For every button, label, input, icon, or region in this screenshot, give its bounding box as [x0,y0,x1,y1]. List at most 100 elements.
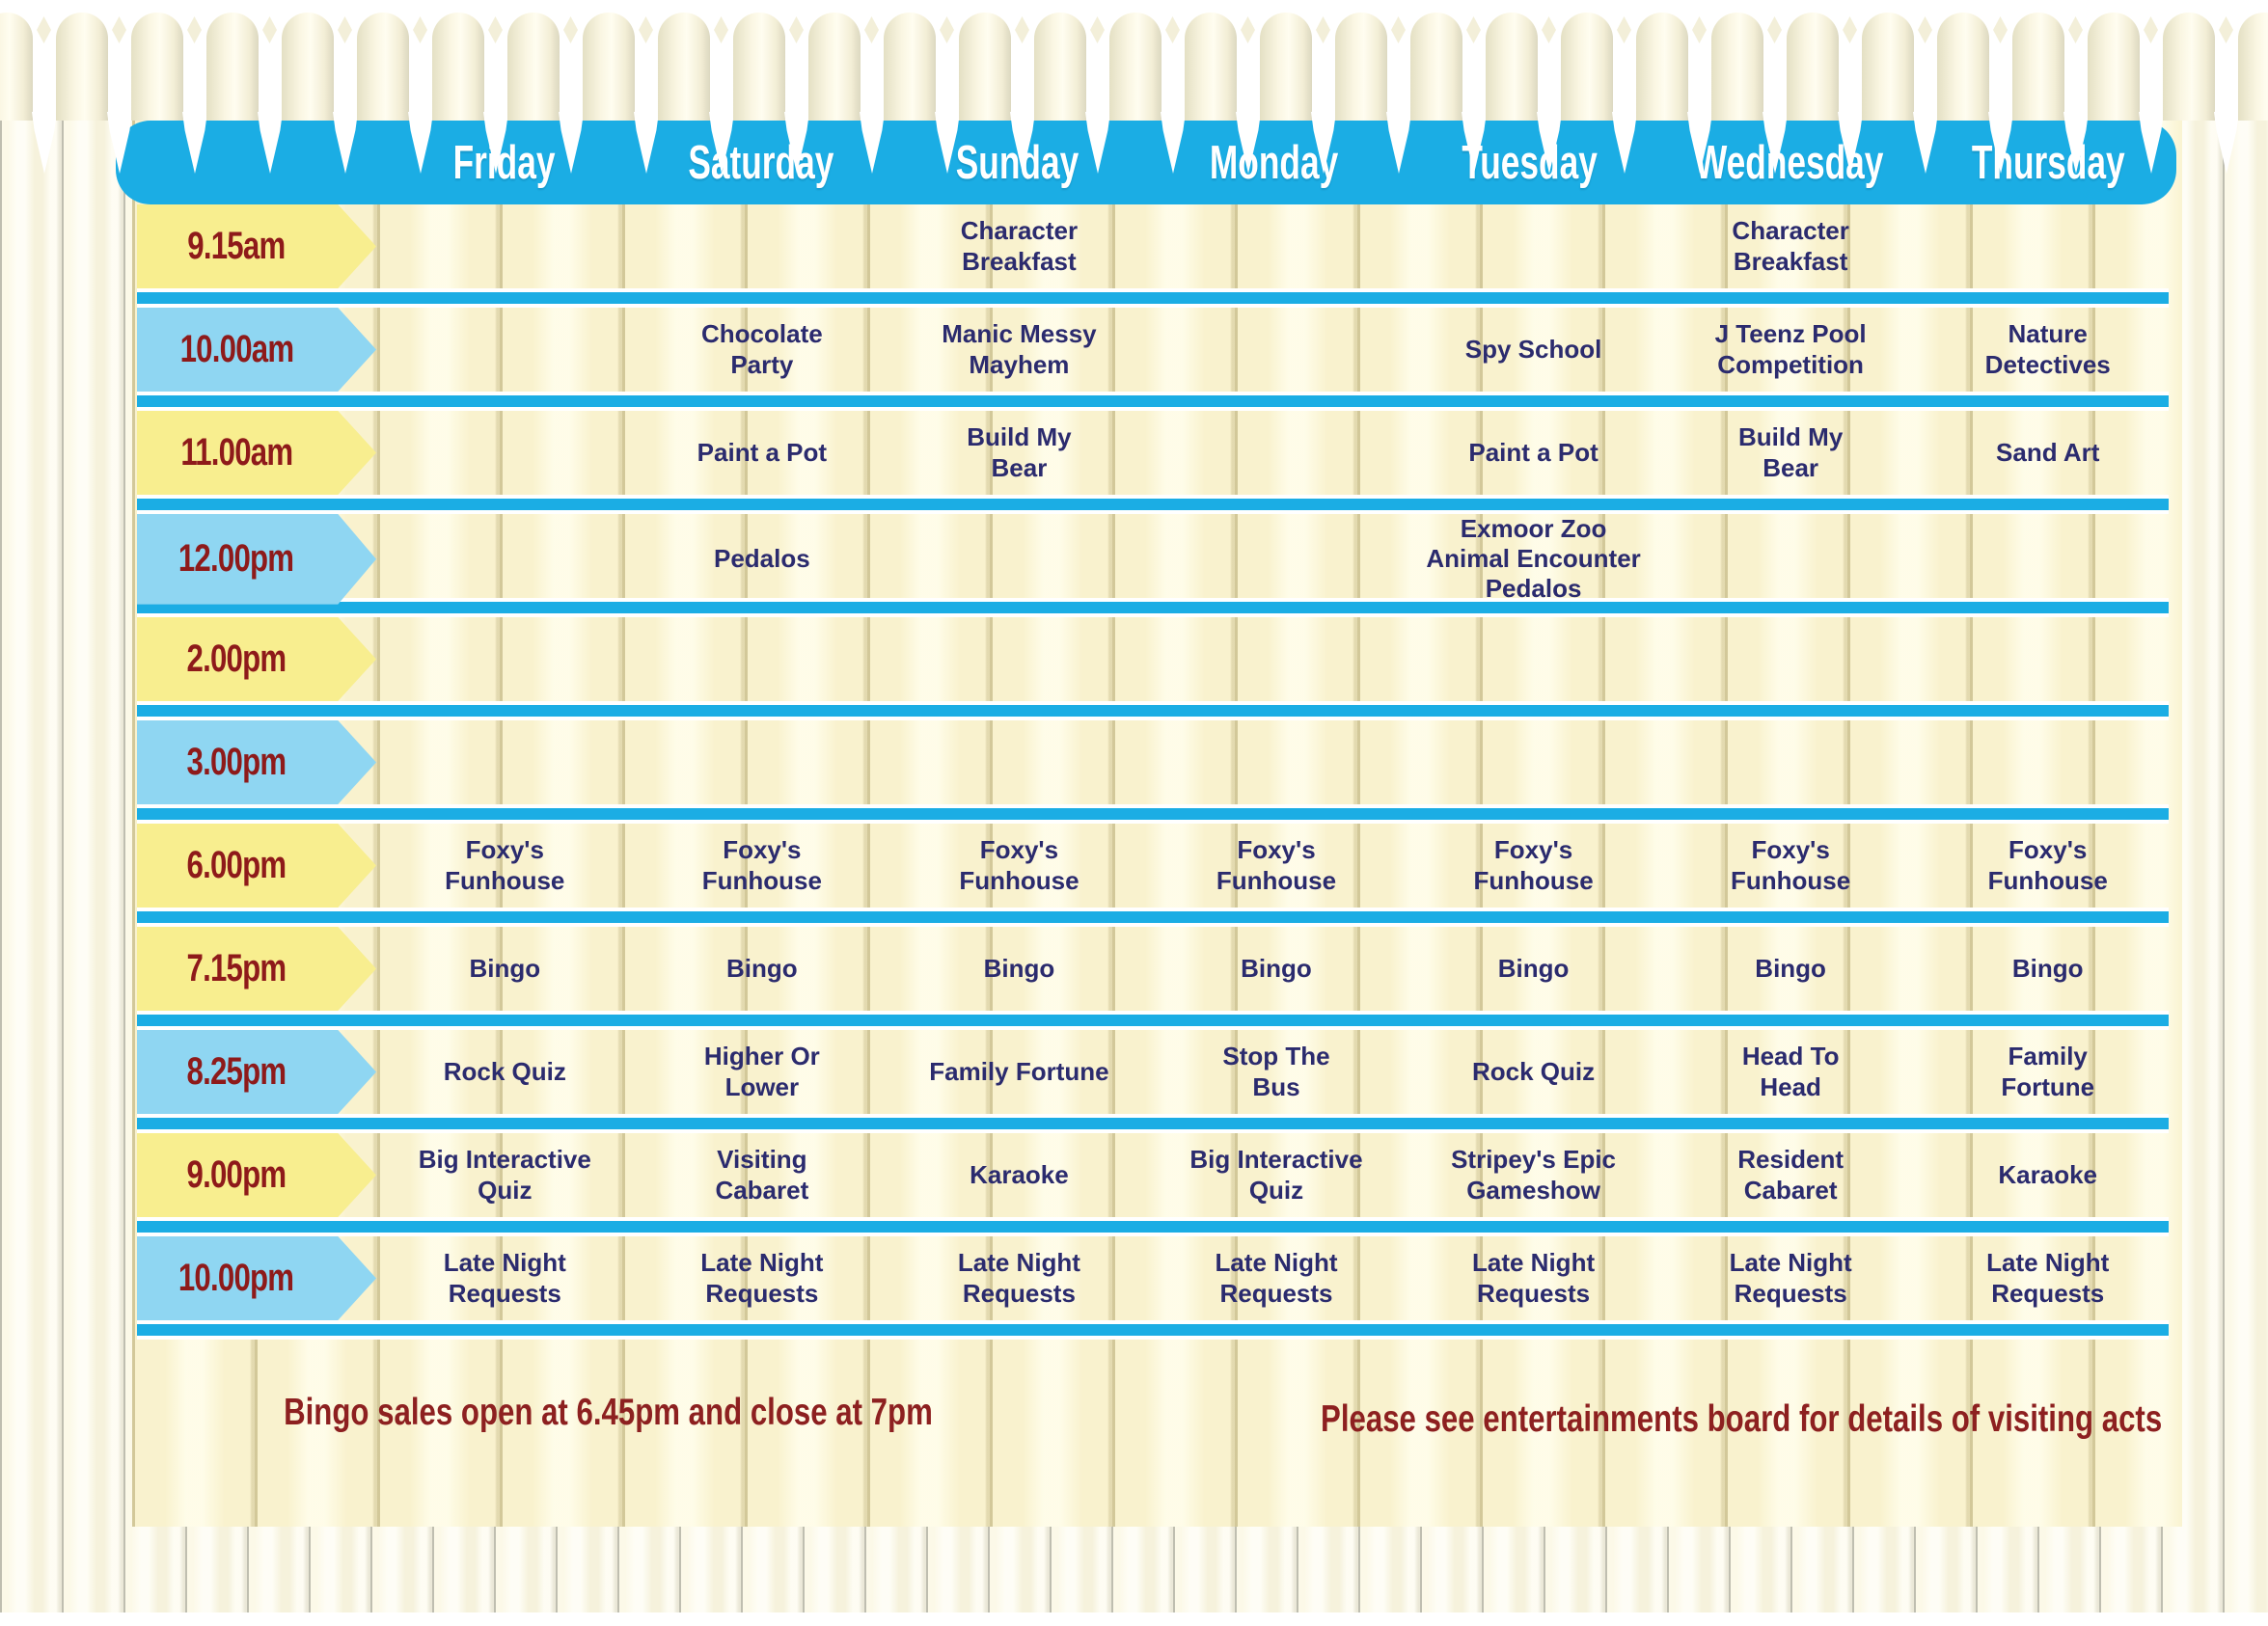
schedule-cell: Family Fortune [929,1056,1109,1086]
row-separator [137,908,2169,927]
schedule-cell: Stripey's Epic Gameshow [1451,1145,1617,1205]
row-separator [137,1320,2169,1340]
time-label-arrow: 6.00pm [137,824,376,908]
schedule-cell: Bingo [1241,953,1312,983]
time-label: 10.00am [179,328,293,370]
time-label: 8.25pm [186,1050,287,1093]
schedule-cell: Build My Bear [967,422,1072,482]
schedule-cell: Character Breakfast [960,216,1079,276]
schedule-cell: Higher Or Lower [703,1042,820,1101]
day-header-sunday: Sunday [955,136,1079,189]
row-separator [137,1114,2169,1133]
schedule-cell: Character Breakfast [1732,216,1849,276]
schedule-row: 7.15pm Bingo Bingo Bingo Bingo Bingo Bingo Bin… [116,927,2176,1011]
schedule-row: 2.00pm [116,617,2176,701]
schedule-cell: Bingo [469,953,541,983]
bingo-note: Bingo sales open at 6.45pm and close at … [203,1392,994,1434]
schedule-cell: Karaoke [1998,1159,2098,1189]
schedule-cell: Foxy's Funhouse [1987,835,2108,895]
schedule-cell: Foxy's Funhouse [1473,835,1594,895]
schedule-cell: Bingo [2011,953,2084,983]
schedule-row: 9.15am Character Breakfast Character Brea… [116,204,2176,288]
schedule-row: 9.00pm Big Interactive Quiz Visiting Caba… [116,1133,2176,1217]
row-separator [137,701,2169,720]
schedule-cell: Paint a Pot [1468,437,1599,467]
schedule-cell: Bingo [1497,953,1570,983]
row-separator [137,495,2169,514]
day-header-tuesday: Tuesday [1462,136,1599,189]
row-separator [137,1217,2169,1236]
schedule-cell: Visiting Cabaret [715,1145,809,1205]
schedule-panel-background [132,121,2182,1527]
row-separator [137,598,2169,617]
time-label: 12.00pm [178,537,294,581]
time-label: 6.00pm [186,844,287,886]
visiting-acts-note: Please see entertainments board for deta… [1216,1398,2162,1441]
schedule-cell: J Teenz Pool Competition [1714,319,1867,379]
time-label: 10.00pm [178,1257,294,1299]
schedule-row: 8.25pm Rock Quiz Higher Or Lower Family Fo… [116,1030,2176,1114]
visiting-acts-note-text: Please see entertainments board for deta… [1321,1398,2163,1440]
schedule-row: 3.00pm [116,720,2176,804]
time-label-arrow: 2.00pm [137,617,376,701]
time-label: 9.00pm [186,1153,287,1196]
time-label: 9.15am [187,225,286,267]
schedule-cell: Big Interactive Quiz [1189,1145,1363,1205]
schedule-cell: Late Night Requests [1472,1248,1596,1308]
schedule-cell: Big Interactive Quiz [418,1145,591,1205]
schedule-cell: Bingo [1755,953,1826,983]
schedule-cell: Nature Detectives [1984,319,2111,379]
row-separator [137,1011,2169,1030]
schedule-row: 10.00pm Late Night Requests Late Night Re… [116,1236,2176,1320]
schedule-cell: Manic Messy Mayhem [942,319,1097,379]
schedule-cell: Build My Bear [1737,422,1844,482]
time-label-arrow: 10.00pm [137,1236,376,1320]
row-separator [137,392,2169,411]
schedule-cell: Head To Head [1741,1042,1840,1101]
time-label-arrow: 3.00pm [137,720,376,804]
schedule-cell: Bingo [726,953,798,983]
day-header-thursday: Thursday [1971,136,2125,189]
schedule-cell: Chocolate Party [701,319,823,379]
schedule-row: 6.00pm Foxy's Funhouse Foxy's Funhouse Fox… [116,824,2176,908]
day-header-saturday: Saturday [688,136,834,189]
schedule-cell: Foxy's Funhouse [445,835,565,895]
time-label-arrow: 12.00pm [137,514,376,605]
time-label-arrow: 7.15pm [137,927,376,1011]
day-header-monday: Monday [1209,136,1338,189]
schedule-cell: Paint a Pot [697,437,828,467]
time-label-arrow: 8.25pm [137,1030,376,1114]
schedule-cell: Foxy's Funhouse [1731,835,1851,895]
time-label-arrow: 10.00am [137,308,376,392]
schedule-cell: Bingo [983,953,1055,983]
time-label: 11.00am [179,431,293,474]
schedule-cell: Exmoor Zoo Animal Encounter Pedalos [1426,514,1641,604]
schedule-cell: Sand Art [1996,437,2100,467]
schedule-cell: Late Night Requests [1215,1248,1338,1308]
schedule-cell: Rock Quiz [443,1056,566,1086]
schedule-grid: 9.15am Character Breakfast Character Brea… [116,204,2176,1340]
schedule-cell: Late Night Requests [1729,1248,1852,1308]
schedule-cell: Rock Quiz [1471,1056,1596,1086]
time-label: 3.00pm [186,741,287,783]
schedule-cell: Foxy's Funhouse [1216,835,1337,895]
schedule-row: 10.00am Chocolate Party Manic Messy Mayhe… [116,308,2176,392]
time-label-arrow: 11.00am [137,411,376,495]
day-header-friday: Friday [452,136,556,189]
schedule-cell: Late Night Requests [443,1248,566,1308]
schedule-cell: Stop The Bus [1222,1042,1330,1101]
schedule-cell: Karaoke [970,1159,1069,1189]
schedule-cell: Spy School [1464,334,1602,364]
day-header-band: Friday Saturday Sunday Monday Tuesday We… [116,121,2176,204]
schedule-row: 11.00am Paint a Pot Build My Bear Paint a … [116,411,2176,495]
time-label-arrow: 9.00pm [137,1133,376,1217]
time-label: 2.00pm [186,637,287,680]
schedule-cell: Late Night Requests [1986,1248,2110,1308]
bingo-note-text: Bingo sales open at 6.45pm and close at … [284,1392,933,1433]
schedule-cell: Foxy's Funhouse [701,835,822,895]
time-label: 7.15pm [186,947,287,989]
schedule-cell: Family Fortune [2001,1042,2095,1101]
row-separator [137,288,2169,308]
schedule-cell: Late Night Requests [957,1248,1080,1308]
